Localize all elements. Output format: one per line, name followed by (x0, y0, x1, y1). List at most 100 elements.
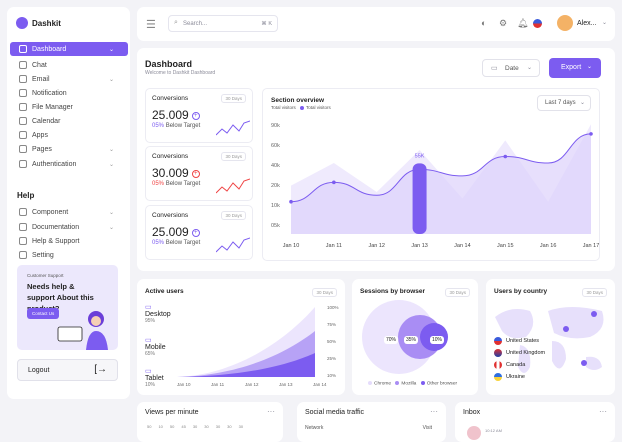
y-tick: 75% (327, 322, 336, 327)
search-input[interactable]: Search... (183, 21, 208, 27)
country-name: United Kingdom (506, 350, 546, 356)
grid-icon (19, 45, 27, 53)
sidebar-item[interactable]: File Manager (10, 100, 128, 114)
more-icon[interactable]: ··· (599, 407, 607, 416)
sessions-title: Sessions by browser (360, 288, 426, 295)
x-tick: Jan 12 (368, 243, 385, 249)
active-users-chart: 100% 75% 50% 25% 10% Jan 10 Jan 11 Jan 12 Jan 13… (177, 305, 339, 387)
logout-button[interactable]: Logout [→ (17, 359, 118, 381)
lock-icon (19, 160, 27, 168)
gear-icon[interactable]: ⚙ (499, 18, 508, 28)
sparkline-line (216, 120, 250, 136)
donut-label: 35% (404, 336, 419, 344)
conversion-number: 25.009 (152, 108, 189, 122)
sidebar-item[interactable]: Calendar (10, 114, 128, 128)
contact-us-button[interactable]: Contact Us (27, 308, 60, 319)
country-name: Canada (506, 362, 526, 368)
device-item: ▭ Mobile 65% (145, 336, 166, 357)
x-tick: Jan 15 (497, 243, 514, 249)
views-tick: 10 (158, 424, 163, 429)
plus-icon: + (191, 169, 200, 178)
search-icon: ⌕ (174, 19, 178, 26)
flag-icon[interactable] (533, 19, 542, 28)
donut-label: 70% (384, 336, 399, 344)
support-illustration (57, 311, 108, 350)
device-pct: 65% (145, 351, 156, 357)
conversion-pct: 05% (152, 240, 165, 246)
sidebar-item-label: Apps (32, 131, 48, 139)
sparkline-line (216, 237, 250, 253)
avatar[interactable] (557, 15, 573, 31)
help-item[interactable]: Help & Support (10, 234, 128, 248)
calendar-icon: ▭ (491, 65, 498, 72)
sidebar-item[interactable]: Email ⌄ (10, 72, 128, 86)
sessions-card: Sessions by browser 30 Days 70% 35% 10% … (352, 279, 478, 395)
flag-icon (494, 337, 502, 345)
user-name[interactable]: Alex... (577, 20, 597, 27)
help-item[interactable]: Component ⌄ (10, 205, 128, 219)
sidebar-item[interactable]: Chat (10, 58, 128, 72)
sidebar-item[interactable]: Authentication ⌄ (10, 157, 128, 171)
country-item: Canada (494, 361, 525, 369)
sidebar-item[interactable]: Apps (10, 128, 128, 142)
views-card: Views per minute ··· 50 10 50 45 30 30 30 30 30 (137, 402, 283, 442)
export-button[interactable]: Export ⌄ (549, 58, 601, 78)
sidebar-item[interactable]: Dashboard ⌄ (10, 42, 128, 56)
legend-item: Chrome (374, 381, 392, 387)
x-tick: Jan 14 (313, 382, 327, 387)
views-tick: 30 (227, 424, 232, 429)
tablet-icon: ▭ (145, 368, 152, 375)
more-icon[interactable]: ··· (430, 407, 438, 416)
notification-icon[interactable]: 🔔︎ (517, 18, 529, 28)
conversion-card: Conversions 30 Days 25.009 +05% Below Targe… (145, 88, 253, 143)
date-button[interactable]: ▭ Date ⌄ (482, 59, 540, 77)
avatar[interactable] (467, 426, 481, 440)
social-col-network: Network (305, 425, 324, 431)
gear-icon (19, 251, 27, 259)
help-item[interactable]: Setting (10, 248, 128, 262)
range-select[interactable]: Last 7 days ⌄ (537, 95, 591, 111)
x-tick: Jan 10 (177, 382, 191, 387)
sidebar-item[interactable]: Pages ⌄ (10, 142, 128, 156)
date-chevron-icon: ⌄ (527, 65, 533, 71)
views-tick: 30 (215, 424, 221, 429)
conversion-badge: 30 Days (221, 94, 246, 103)
search-shortcut: ⌘ K (261, 21, 272, 27)
social-card: Social media traffic ··· Network Visit (297, 402, 446, 442)
help-item-label: Component (32, 208, 69, 216)
y-tick: 40k (271, 163, 280, 169)
flag-icon (494, 361, 502, 369)
more-icon[interactable]: ··· (267, 407, 275, 416)
chevron-down-icon: ⌄ (108, 146, 114, 153)
sessions-badge: 30 Days (445, 288, 470, 297)
conversion-title: Conversions (152, 153, 189, 160)
chevron-down-icon[interactable]: ⌄ (602, 20, 608, 26)
views-tick: 45 (181, 424, 186, 429)
views-tick: 30 (204, 424, 209, 429)
folder-icon (19, 103, 27, 111)
menu-icon[interactable]: ☰ (146, 19, 156, 31)
help-item[interactable]: Documentation ⌄ (10, 220, 128, 234)
plus-icon: + (191, 228, 200, 237)
sidebar-item[interactable]: Notification (10, 86, 128, 100)
pages-icon (19, 145, 27, 153)
mobile-icon: ▭ (145, 337, 152, 344)
legend-item: Total visitors (306, 105, 331, 110)
y-tick: 50% (327, 339, 336, 344)
top-bar: ☰ ⌕ Search... ⌘ K ◐ ⚙ 🔔︎ Alex... ⌄ (137, 7, 615, 41)
app-name: Dashkit (32, 18, 61, 28)
sidebar-item-label: Chat (32, 61, 47, 69)
country-card: Users by country 30 Days United States Un… (486, 279, 615, 395)
logo-icon (16, 17, 28, 29)
app-logo[interactable]: Dashkit (16, 17, 61, 29)
search-box[interactable]: ⌕ Search... ⌘ K (168, 15, 278, 32)
data-point (332, 180, 336, 185)
au-area-3 (177, 353, 315, 377)
y-tick: 25% (327, 356, 336, 361)
theme-icon[interactable]: ◐ (481, 18, 487, 28)
x-tick: Jan 11 (326, 243, 342, 249)
device-item: ▭ Tablet 10% (145, 367, 164, 388)
conversion-number: 25.009 (152, 225, 189, 239)
logout-label: Logout (28, 367, 50, 374)
x-tick: Jan 17 (583, 243, 600, 249)
